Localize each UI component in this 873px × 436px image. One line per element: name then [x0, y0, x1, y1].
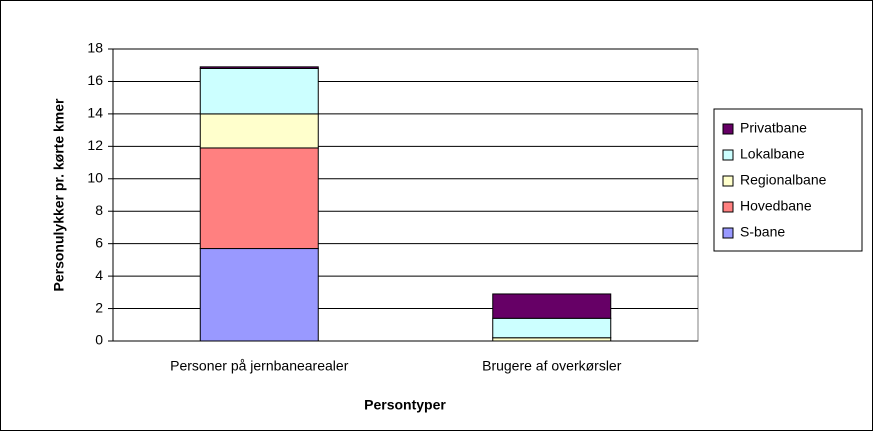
legend [713, 108, 863, 252]
y-axis-title: Personulykker pr. kørte kmer [51, 98, 67, 292]
y-tick-label: 0 [95, 332, 103, 348]
bar-segment [199, 113, 319, 149]
y-tick-label: 6 [95, 234, 103, 250]
bar-segment [492, 293, 612, 319]
legend-swatch [722, 227, 734, 239]
legend-swatch [722, 149, 734, 161]
legend-swatch [722, 175, 734, 187]
legend-swatch [722, 123, 734, 135]
legend-label: S-bane [740, 224, 785, 240]
y-tick-label: 18 [87, 40, 103, 56]
x-axis-title: Persontyper [364, 397, 446, 413]
bar-segment [199, 147, 319, 250]
bar-segment [199, 67, 319, 115]
x-tick-label: Brugere af overkørsler [482, 358, 622, 374]
legend-label: Hovedbane [740, 198, 812, 214]
x-tick-label: Personer på jernbanearealer [170, 358, 349, 374]
legend-label: Regionalbane [740, 172, 827, 188]
y-tick-label: 4 [95, 267, 103, 283]
y-tick-label: 16 [87, 72, 103, 88]
legend-swatch [722, 201, 734, 213]
bar-segment [492, 317, 612, 339]
y-tick-label: 8 [95, 202, 103, 218]
y-tick-label: 2 [95, 299, 103, 315]
y-tick-label: 14 [87, 105, 103, 121]
bar-segment [199, 248, 319, 342]
bar-segment [199, 66, 319, 69]
legend-label: Privatbane [740, 120, 807, 136]
legend-label: Lokalbane [740, 146, 805, 162]
y-tick-label: 10 [87, 169, 103, 185]
y-tick-label: 12 [87, 137, 103, 153]
